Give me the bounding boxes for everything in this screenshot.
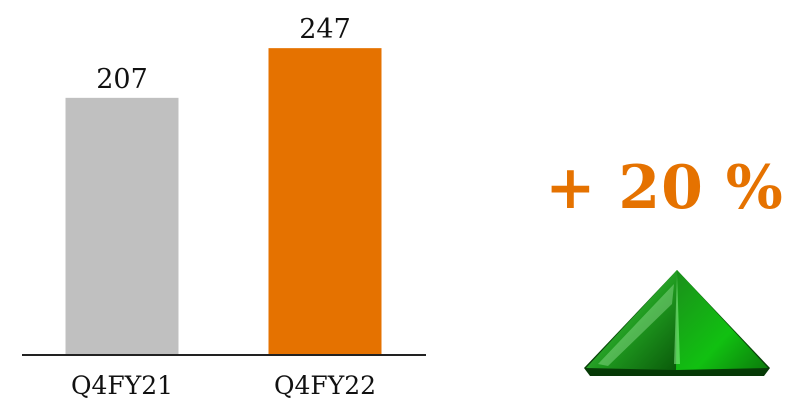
green-up-arrow-icon [584,270,770,376]
bars-group [65,48,382,356]
value-labels-group: 207 247 [96,14,351,95]
percent-change-text: + 20 % [545,153,784,223]
value-label-q4fy22: 247 [299,14,351,45]
bar-q4fy21 [65,97,179,355]
category-label-q4fy22: Q4FY22 [274,371,376,400]
category-labels-group: Q4FY21 Q4FY22 [71,371,376,400]
category-label-q4fy21: Q4FY21 [71,371,173,400]
bar-q4fy22 [268,48,382,356]
value-label-q4fy21: 207 [96,64,148,95]
bar-chart: 207 247 Q4FY21 Q4FY22 [22,14,426,400]
